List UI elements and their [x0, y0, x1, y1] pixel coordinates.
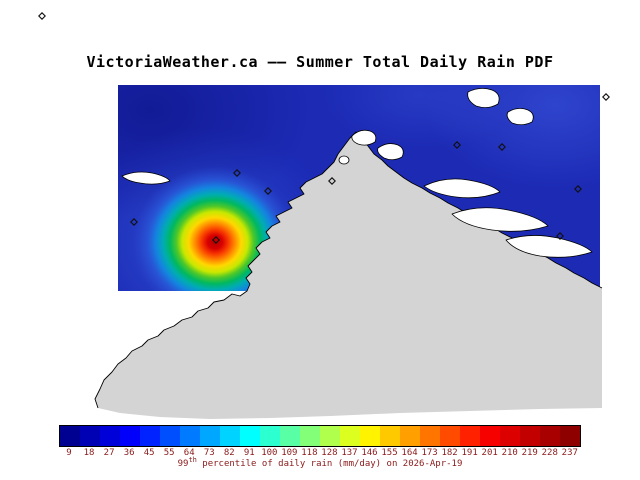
colorbar-cell [220, 426, 240, 446]
island-inlet-1 [351, 129, 377, 146]
colorbar-tick-label: 91 [243, 448, 255, 458]
land-mass [95, 132, 602, 419]
colorbar-tick-label: 118 [301, 448, 318, 458]
colorbar-cell [260, 426, 280, 446]
colorbar-tick-label: 228 [541, 448, 558, 458]
colorbar-cell [80, 426, 100, 446]
caption-superscript: th [188, 456, 197, 464]
colorbar-cell [540, 426, 560, 446]
station-marker [130, 218, 138, 226]
caption-text: percentile of daily rain (mm/day) on 202… [196, 459, 463, 469]
station-marker [233, 169, 241, 177]
colorbar-cell [160, 426, 180, 446]
colorbar-tick-label: 45 [143, 448, 155, 458]
colorbar-cell [360, 426, 380, 446]
colorbar-tick-label: 191 [461, 448, 478, 458]
colorbar-cell [140, 426, 160, 446]
colorbar-cell [300, 426, 320, 446]
station-marker [574, 185, 582, 193]
colorbar-cell [460, 426, 480, 446]
colorbar-tick-label: 237 [561, 448, 578, 458]
islands [121, 88, 593, 258]
colorbar-tick-label: 128 [321, 448, 338, 458]
colorbar-tick-label: 182 [441, 448, 458, 458]
station-marker [328, 177, 336, 185]
colorbar-tick-label: 27 [103, 448, 115, 458]
colorbar-tick-label: 201 [481, 448, 498, 458]
caption-percentile-number: 99 [177, 459, 189, 469]
island-northeast-1 [467, 88, 500, 108]
station-marker [453, 141, 461, 149]
plot-title: VictoriaWeather.ca —— Summer Total Daily… [86, 53, 554, 71]
colorbar-tick-label: 109 [281, 448, 298, 458]
colorbar-cell [320, 426, 340, 446]
station-marker [602, 93, 610, 101]
colorbar-tick-label: 173 [421, 448, 438, 458]
colorbar-tick-label: 210 [501, 448, 518, 458]
colorbar-cell [520, 426, 540, 446]
colorbar-cell [240, 426, 260, 446]
colorbar-tick-label: 9 [66, 448, 72, 458]
station-marker [498, 143, 506, 151]
colorbar-tick-label: 18 [83, 448, 95, 458]
colorbar [59, 425, 581, 447]
colorbar-tick-label: 146 [361, 448, 378, 458]
island-northeast-2 [506, 108, 534, 126]
colorbar-cell [400, 426, 420, 446]
colorbar-cell [280, 426, 300, 446]
colorbar-cell [500, 426, 520, 446]
colorbar-tick-label: 219 [521, 448, 538, 458]
colorbar-tick-label: 55 [163, 448, 175, 458]
colorbar-cell [100, 426, 120, 446]
colorbar-cell [560, 426, 580, 446]
colorbar-tick-label: 64 [183, 448, 195, 458]
colorbar-cell [120, 426, 140, 446]
colorbar-tick-label: 164 [401, 448, 418, 458]
island-east-1 [423, 178, 501, 199]
colorbar-tick-label: 137 [341, 448, 358, 458]
colorbar-cell [440, 426, 460, 446]
caption: 99th percentile of daily rain (mm/day) o… [0, 456, 640, 470]
island-inlet-2 [377, 143, 404, 161]
colorbar-cell [480, 426, 500, 446]
colorbar-cell [420, 426, 440, 446]
island-east-2 [451, 207, 549, 232]
station-marker [38, 12, 46, 20]
colorbar-cell [60, 426, 80, 446]
colorbar-tick-label: 36 [123, 448, 135, 458]
station-markers [38, 12, 610, 244]
colorbar-cell [380, 426, 400, 446]
colorbar-cell [200, 426, 220, 446]
station-marker [556, 232, 564, 240]
colorbar-tick-label: 82 [223, 448, 235, 458]
colorbar-cell [180, 426, 200, 446]
colorbar-tick-label: 73 [203, 448, 215, 458]
colorbar-tick-labels: 9 18 27 36 45 55 64 73 82 91 100 109 118 128 137 146 155… [59, 448, 580, 458]
island-west-sliver [121, 171, 171, 185]
station-marker [264, 187, 272, 195]
colorbar-tick-label: 100 [261, 448, 278, 458]
colorbar-cell [340, 426, 360, 446]
colorbar-tick-label: 155 [381, 448, 398, 458]
station-marker [212, 236, 220, 244]
island-inlet-3 [338, 155, 350, 165]
island-east-3 [505, 235, 593, 258]
